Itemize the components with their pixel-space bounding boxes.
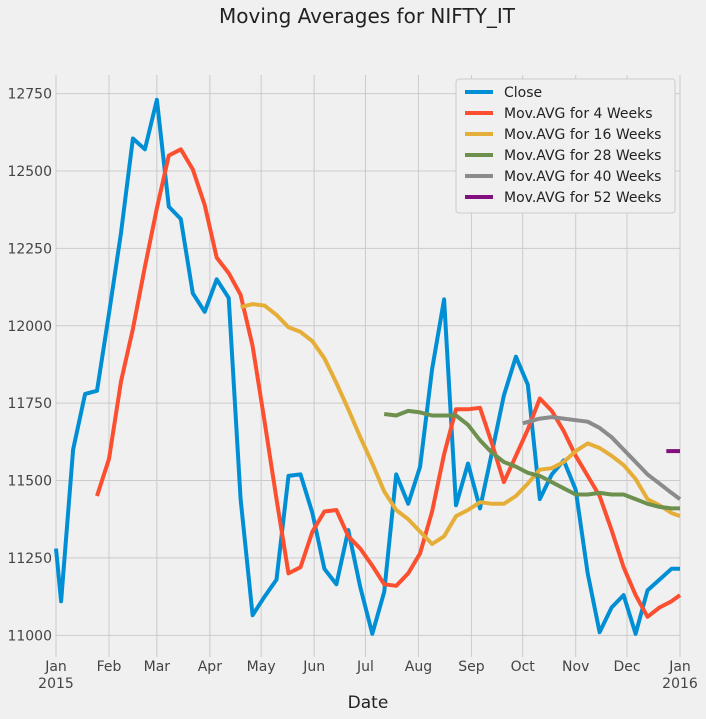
x-tick-label: Mar xyxy=(144,659,171,675)
x-tick-label: May xyxy=(247,659,276,675)
y-tick-label: 11000 xyxy=(7,628,52,644)
x-tick-year-label: 2015 xyxy=(38,676,74,692)
y-tick-label: 12250 xyxy=(7,241,52,257)
grid xyxy=(55,75,681,657)
x-tick-label: Jan xyxy=(668,659,691,675)
x-tick-label: Dec xyxy=(613,659,640,675)
y-tick-label: 11500 xyxy=(7,474,52,490)
legend-label: Mov.AVG for 4 Weeks xyxy=(504,106,653,122)
series-layer xyxy=(54,97,682,636)
legend: Close Mov.AVG for 4 Weeks Mov.AVG for 16… xyxy=(455,78,676,214)
x-tick-label: Sep xyxy=(458,659,485,675)
y-tick-label: 12500 xyxy=(7,164,52,180)
x-tick-label: Jul xyxy=(356,659,374,675)
series-line xyxy=(522,415,682,501)
series-line xyxy=(240,302,681,546)
legend-label: Mov.AVG for 40 Weeks xyxy=(504,169,661,185)
series-line xyxy=(54,97,680,636)
y-tick-label: 11250 xyxy=(7,551,52,567)
x-tick-label: Jan xyxy=(44,659,67,675)
y-tick-label: 12000 xyxy=(7,319,52,335)
y-tick-label: 12750 xyxy=(7,87,52,103)
x-tick-label: Jun xyxy=(302,659,325,675)
x-tick-label: Oct xyxy=(511,659,536,675)
y-tick-label: 11750 xyxy=(7,396,52,412)
x-tick-year-label: 2016 xyxy=(662,676,698,692)
legend-label: Mov.AVG for 52 Weeks xyxy=(504,190,661,206)
x-tick-label: Feb xyxy=(97,659,122,675)
series-line xyxy=(95,147,682,619)
series-line xyxy=(383,408,680,511)
legend-box xyxy=(455,78,676,214)
legend-label: Close xyxy=(504,85,542,101)
x-tick-label: Apr xyxy=(198,659,222,675)
legend-label: Mov.AVG for 28 Weeks xyxy=(504,148,661,164)
chart-title: Moving Averages for NIFTY_IT xyxy=(219,4,516,28)
legend-label: Mov.AVG for 16 Weeks xyxy=(504,127,661,143)
x-axis-label: Date xyxy=(348,693,389,713)
y-axis-ticks: 11000 11250 11500 11750 12000 12250 12500 12750 xyxy=(7,87,52,645)
x-tick-label: Aug xyxy=(405,659,432,675)
x-tick-label: Nov xyxy=(562,659,589,675)
